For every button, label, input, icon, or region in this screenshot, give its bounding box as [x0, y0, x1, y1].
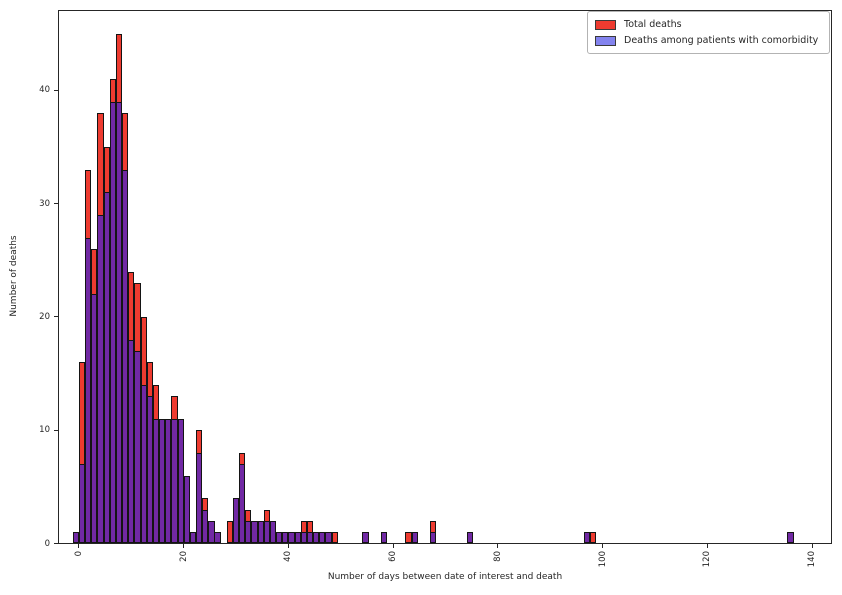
x-tick-label: 20	[178, 550, 189, 562]
comorbidity-deaths-bar	[115, 101, 123, 544]
x-tick-label: 60	[388, 550, 399, 562]
comorbidity-deaths-bar	[325, 532, 332, 544]
comorbidity-deaths-bar	[239, 464, 246, 544]
comorbidity-deaths-bar	[159, 418, 166, 544]
x-tick-mark	[287, 543, 289, 548]
comorbidity-deaths-bar	[300, 532, 307, 544]
total-deaths-bar	[405, 532, 412, 544]
comorbidity-deaths-bar	[146, 396, 153, 544]
x-tick-label: 80	[492, 550, 503, 562]
y-tick-mark	[54, 429, 58, 431]
comorbidity-deaths-bar	[214, 532, 221, 544]
x-tick-mark	[706, 543, 708, 548]
total-deaths-bar	[226, 520, 233, 544]
comorbidity-deaths-bar	[103, 192, 110, 544]
comorbidity-deaths-bar	[140, 384, 147, 544]
x-tick-mark	[497, 543, 499, 548]
y-tick-mark	[54, 316, 58, 318]
y-tick-label: 30	[39, 198, 50, 209]
comorbidity-deaths-bar	[276, 532, 283, 544]
legend: Total deaths Deaths among patients with …	[587, 11, 830, 54]
total-deaths-bar	[590, 532, 597, 544]
comorbidity-deaths-bar	[294, 532, 301, 544]
x-axis-label: Number of days between date of interest …	[327, 572, 563, 582]
comorbidity-deaths-bar	[306, 532, 314, 544]
comorbidity-deaths-bar	[288, 532, 295, 544]
x-tick-mark	[602, 543, 604, 548]
comorbidity-deaths-bar	[245, 520, 252, 544]
comorbidity-deaths-bar	[78, 464, 86, 544]
y-tick-mark	[54, 89, 58, 91]
x-tick-mark	[183, 543, 185, 548]
comorbidity-deaths-bar	[467, 532, 474, 544]
x-tick-mark	[811, 543, 813, 548]
x-tick-label: 120	[702, 550, 713, 567]
comorbidity-deaths-bar	[171, 418, 178, 544]
y-tick-label: 10	[39, 425, 50, 436]
comorbidity-deaths-bar	[97, 215, 104, 544]
comorbidity-deaths-bar	[189, 532, 197, 544]
comorbidity-deaths-bar	[134, 350, 141, 544]
comorbidity-deaths-bar	[380, 532, 387, 544]
comorbidity-deaths-bar	[122, 169, 129, 544]
comorbidity-deaths-bar	[313, 532, 320, 544]
comorbidity-deaths-bar	[109, 101, 116, 544]
comorbidity-deaths-swatch-icon	[595, 36, 616, 46]
comorbidity-deaths-bar	[269, 520, 277, 544]
y-tick-mark	[54, 543, 58, 544]
legend-label-total-deaths: Total deaths	[624, 19, 682, 30]
comorbidity-deaths-bar	[282, 532, 289, 544]
comorbidity-deaths-bar	[362, 532, 369, 544]
comorbidity-deaths-bar	[183, 475, 190, 544]
comorbidity-deaths-bar	[430, 532, 437, 544]
comorbidity-deaths-bar	[319, 532, 326, 544]
comorbidity-deaths-bar	[232, 498, 240, 544]
legend-label-comorbidity-deaths: Deaths among patients with comorbidity	[624, 35, 819, 46]
comorbidity-deaths-bar	[128, 339, 135, 544]
comorbidity-deaths-bar	[152, 418, 160, 544]
comorbidity-deaths-bar	[411, 532, 418, 544]
comorbidity-deaths-bar	[165, 418, 172, 544]
comorbidity-deaths-bar	[195, 452, 203, 544]
comorbidity-deaths-bar	[177, 418, 184, 544]
x-tick-mark	[78, 543, 80, 548]
total-deaths-swatch-icon	[595, 20, 616, 30]
y-tick-label: 40	[39, 85, 50, 96]
comorbidity-deaths-bar	[263, 520, 270, 544]
legend-entry-comorbidity-deaths: Deaths among patients with comorbidity	[595, 34, 822, 49]
x-tick-label: 40	[283, 550, 294, 562]
total-deaths-bar	[331, 532, 338, 544]
y-tick-mark	[54, 203, 58, 205]
comorbidity-deaths-bar	[787, 532, 794, 544]
comorbidity-deaths-bar	[208, 520, 215, 544]
legend-entry-total-deaths: Total deaths	[595, 18, 822, 33]
comorbidity-deaths-bar	[85, 237, 92, 544]
plot-area	[58, 10, 832, 544]
comorbidity-deaths-bar	[251, 520, 258, 544]
comorbidity-deaths-bar	[91, 294, 98, 544]
y-tick-label: 20	[39, 311, 50, 322]
x-tick-label: 0	[73, 550, 84, 556]
y-tick-label: 0	[44, 538, 50, 549]
comorbidity-deaths-bar	[72, 532, 79, 544]
comorbidity-deaths-bar	[584, 532, 591, 544]
x-tick-label: 140	[807, 550, 818, 567]
x-tick-label: 100	[597, 550, 608, 567]
comorbidity-deaths-bar	[202, 509, 209, 544]
comorbidity-deaths-bar	[257, 520, 264, 544]
x-tick-mark	[392, 543, 394, 548]
